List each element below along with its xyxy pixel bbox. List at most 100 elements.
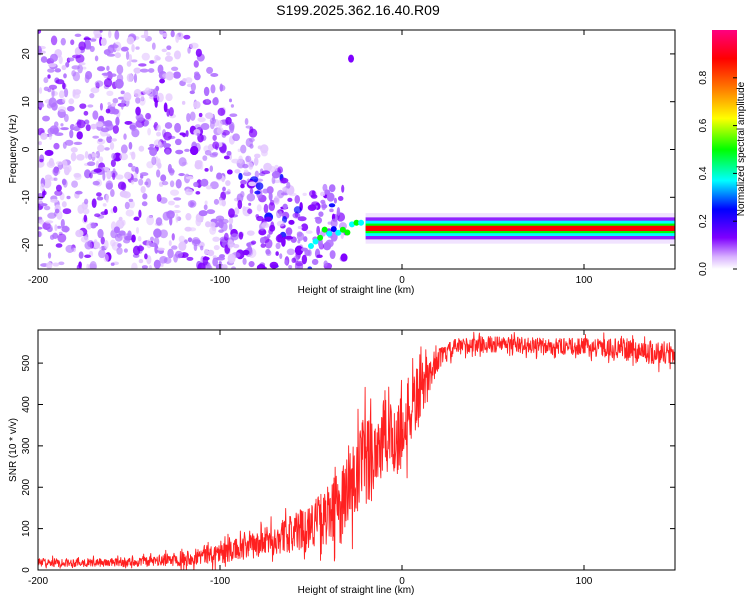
spectrogram-cell bbox=[128, 54, 133, 63]
spectrogram-cell bbox=[161, 48, 168, 53]
spectrogram-cell bbox=[99, 30, 103, 33]
spectrogram-cell bbox=[126, 73, 134, 83]
spectrogram-cell bbox=[326, 192, 335, 202]
spectrogram-cell bbox=[287, 197, 293, 203]
spectrogram-cell bbox=[47, 68, 55, 73]
spectrogram-cell bbox=[89, 45, 95, 53]
spectrogram-cell bbox=[82, 208, 90, 215]
spectrogram-cell bbox=[63, 87, 69, 98]
spectrogram-cell bbox=[244, 118, 249, 126]
spectrogram-cell bbox=[273, 195, 280, 205]
spectrogram-cell bbox=[147, 127, 151, 136]
spectrogram-cell bbox=[71, 180, 78, 188]
spectrogram-cell bbox=[203, 204, 208, 211]
spectrogram-cell bbox=[76, 264, 82, 269]
spectrogram-cell bbox=[329, 250, 336, 260]
spectrogram-cell bbox=[262, 188, 269, 194]
spectrogram-cell bbox=[248, 202, 252, 206]
spectrogram-cell bbox=[172, 209, 181, 214]
spectrogram-cell bbox=[171, 66, 179, 72]
spectrogram-cell bbox=[83, 110, 89, 116]
spectrogram-cell bbox=[323, 260, 328, 267]
spectrogram-cell bbox=[168, 169, 175, 174]
spectrogram-cell bbox=[321, 201, 327, 211]
spectrogram-cell bbox=[248, 181, 257, 187]
spectrogram-band bbox=[365, 225, 675, 231]
spectrogram-cell bbox=[286, 181, 291, 189]
spectrogram-cell bbox=[268, 228, 273, 235]
spectrogram-cell bbox=[43, 205, 51, 211]
spectrogram-cell bbox=[57, 106, 67, 113]
spectrogram-cell bbox=[62, 82, 66, 90]
spectrogram-cell bbox=[151, 156, 157, 166]
spectrogram-cell bbox=[84, 151, 89, 159]
spectrogram-cell bbox=[328, 184, 336, 193]
snr-y-label: SNR (10 * v/v) bbox=[8, 418, 19, 482]
spectrogram-cell bbox=[126, 60, 132, 67]
spectrogram-cell bbox=[96, 66, 106, 72]
spectrogram-cell bbox=[285, 227, 293, 236]
spectrogram-cell bbox=[142, 193, 148, 200]
spectrogram-cell bbox=[121, 182, 127, 191]
spectrogram-cell bbox=[93, 30, 102, 37]
spectrogram-cell bbox=[288, 265, 293, 269]
spectrogram-cell bbox=[72, 71, 81, 82]
spectrogram-cell bbox=[107, 101, 111, 106]
spectrogram-cell bbox=[281, 236, 286, 247]
spectrogram-cell bbox=[141, 265, 148, 269]
spectrogram-cell bbox=[111, 44, 119, 49]
spectrogram-y-ticks: -20 -10 0 10 20 bbox=[21, 48, 675, 252]
spectrogram-cell bbox=[310, 194, 318, 199]
spectrogram-cell bbox=[175, 149, 184, 155]
spectrogram-cell bbox=[230, 104, 235, 108]
spectrogram-cell bbox=[111, 152, 116, 160]
spectrogram-cell bbox=[77, 64, 83, 74]
spectrogram-cell bbox=[269, 199, 275, 206]
spectrogram-cell bbox=[111, 108, 120, 115]
spectrogram-cell bbox=[173, 71, 181, 79]
spectrogram-cell bbox=[66, 105, 75, 112]
spectrogram-cell bbox=[227, 239, 234, 249]
spectrogram-cell bbox=[326, 230, 333, 237]
spectrogram-cell bbox=[199, 245, 204, 251]
spectrogram-cell bbox=[209, 117, 217, 125]
spectrogram-cell bbox=[202, 155, 208, 161]
spectrogram-cell bbox=[157, 158, 161, 167]
spectrogram-cell bbox=[98, 249, 106, 259]
spectrogram-cell bbox=[120, 144, 128, 154]
spectrogram-cell bbox=[104, 147, 110, 151]
spectrogram-cell bbox=[116, 64, 124, 75]
spectrogram-cell bbox=[210, 72, 219, 77]
spectrogram-cell bbox=[135, 120, 145, 128]
spectrogram-cell bbox=[223, 155, 230, 160]
spectrogram-cell bbox=[91, 198, 97, 209]
snr-y-tick-label: 200 bbox=[21, 478, 32, 495]
spectrogram-cell bbox=[128, 141, 133, 150]
spectrogram-cell bbox=[127, 162, 133, 168]
spectrogram-cell bbox=[221, 175, 226, 183]
spectrogram-cell bbox=[156, 92, 164, 103]
spectrogram-cell bbox=[179, 132, 186, 136]
spectrogram-cell bbox=[38, 141, 42, 146]
spectrogram-cell bbox=[46, 160, 55, 168]
spectrogram-cell bbox=[195, 48, 202, 58]
spectrogram-cell bbox=[225, 116, 232, 125]
spectrogram-plot-area bbox=[38, 30, 675, 269]
spectrogram-cell bbox=[55, 184, 62, 192]
spectrogram-cell bbox=[156, 193, 162, 203]
spectrogram-cell bbox=[39, 158, 44, 163]
spectrogram-cell bbox=[85, 124, 91, 132]
spectrogram-cell bbox=[185, 212, 192, 221]
spectrogram-cell bbox=[125, 50, 130, 60]
spectrogram-cell bbox=[98, 156, 104, 163]
spectrogram-cell bbox=[160, 174, 167, 182]
spectrogram-cell bbox=[156, 169, 161, 178]
spectrogram-cell bbox=[48, 63, 57, 68]
spectrogram-cell bbox=[255, 214, 260, 219]
spectrogram-cell bbox=[115, 174, 124, 180]
spectrogram-cell bbox=[83, 214, 88, 223]
colorbar-label: Normalized spectral amplitude bbox=[736, 81, 747, 216]
spectrogram-cell bbox=[174, 204, 180, 209]
spectrogram-cell bbox=[38, 226, 43, 230]
